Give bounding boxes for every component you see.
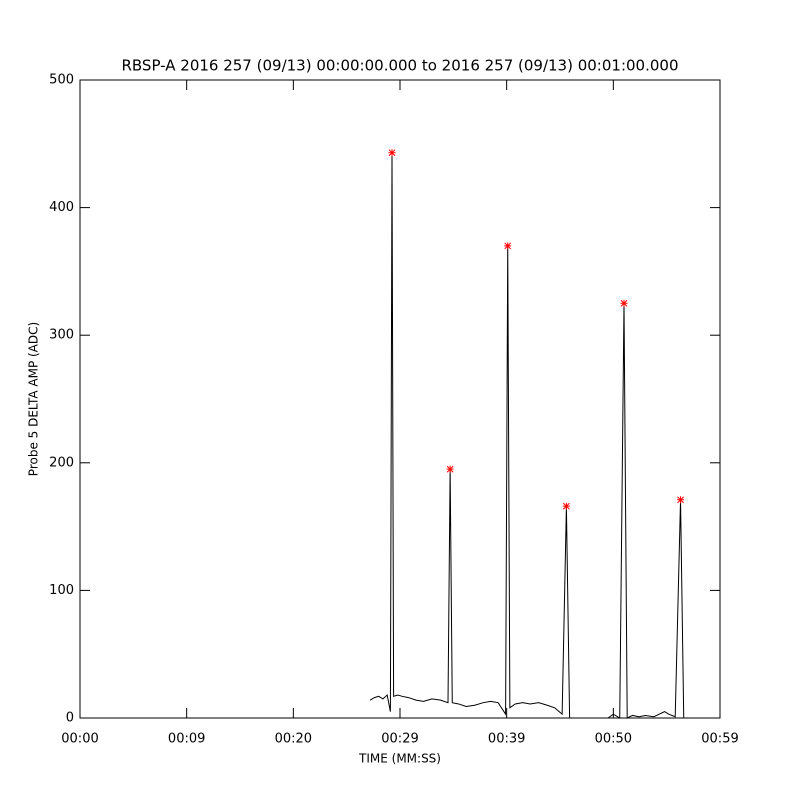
y-tick-label: 400 <box>49 200 74 215</box>
data-line <box>369 152 691 719</box>
y-tick-label: 500 <box>49 73 74 88</box>
x-tick-label: 00:09 <box>168 732 205 747</box>
x-tick-label: 00:20 <box>275 732 312 747</box>
peak-marker <box>677 496 685 504</box>
x-axis-label: TIME (MM:SS) <box>358 752 441 766</box>
plot-frame <box>79 79 721 719</box>
peak-marker <box>504 242 512 250</box>
y-tick-label: 300 <box>49 328 74 343</box>
x-tick-label: 00:50 <box>595 732 632 747</box>
x-tick-label: 00:59 <box>701 732 738 747</box>
peak-marker <box>562 502 570 510</box>
y-tick-label: 0 <box>66 711 74 726</box>
x-tick-label: 00:29 <box>381 732 418 747</box>
y-tick-label: 100 <box>49 583 74 598</box>
y-tick-label: 200 <box>49 455 74 470</box>
peak-marker <box>446 465 454 473</box>
y-axis-label: Probe 5 DELTA AMP (ADC) <box>27 322 41 476</box>
chart-title: RBSP-A 2016 257 (09/13) 00:00:00.000 to … <box>121 57 678 75</box>
x-tick-label: 00:00 <box>61 732 98 747</box>
peak-marker <box>388 149 396 157</box>
peak-marker <box>620 299 628 307</box>
x-tick-label: 00:39 <box>488 732 525 747</box>
